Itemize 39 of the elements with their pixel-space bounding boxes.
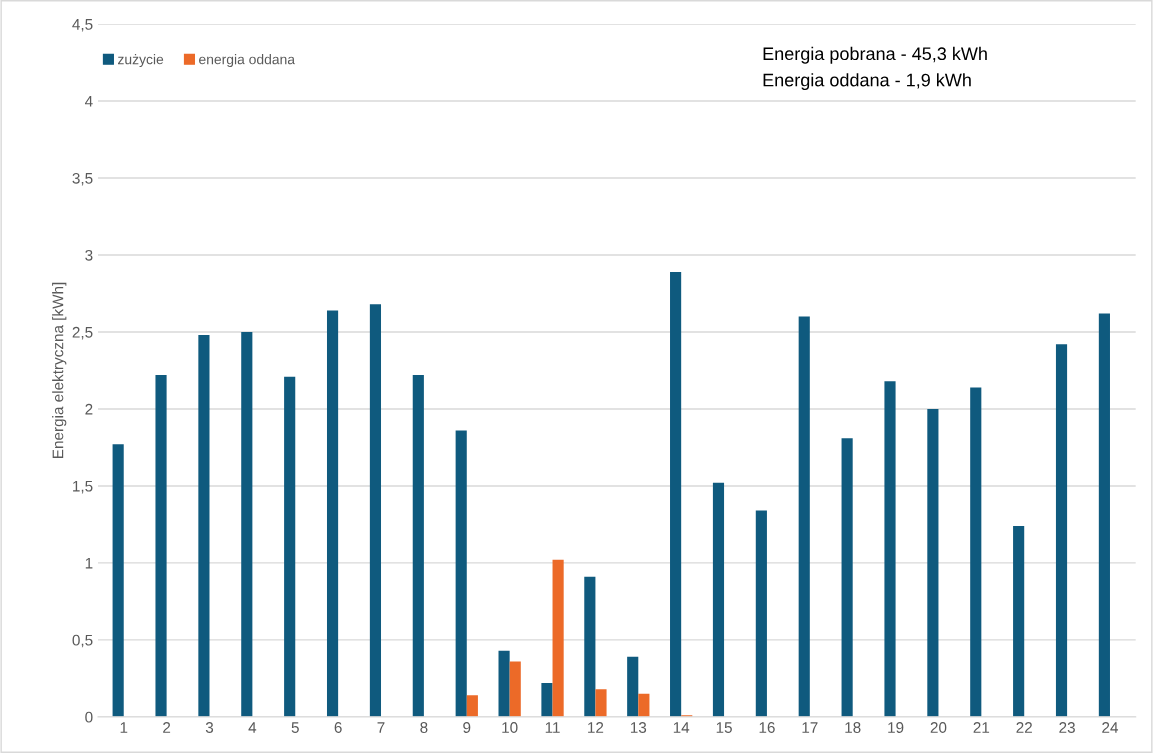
y-tick-label: 3,5 <box>72 172 93 186</box>
legend-label: energia oddana <box>199 54 296 68</box>
x-tick-label: 19 <box>888 722 904 733</box>
x-tick-label: 13 <box>630 722 647 733</box>
annotation: Energia oddana - 1,9 kWh <box>763 73 971 91</box>
annotation: Energia pobrana - 45,3 kWh <box>763 46 987 64</box>
x-tick-label: 15 <box>716 722 732 733</box>
x-tick-label: 10 <box>502 722 518 733</box>
x-tick-label: 11 <box>545 722 560 733</box>
x-tick-label: 16 <box>759 722 775 733</box>
x-tick-label: 20 <box>930 722 947 733</box>
x-tick-label: 14 <box>673 722 690 733</box>
y-tick-label: 1,5 <box>73 480 93 494</box>
y-tick-label: 2 <box>85 403 93 415</box>
legend-label: zużycie <box>118 54 164 68</box>
x-tick-label: 4 <box>248 722 257 733</box>
x-tick-label: 6 <box>334 722 342 733</box>
y-tick-label: 3 <box>85 249 93 261</box>
x-tick-label: 3 <box>205 722 214 733</box>
y-tick-label: 4,5 <box>72 19 93 32</box>
x-tick-label: 9 <box>463 722 471 733</box>
x-tick-label: 2 <box>163 722 171 733</box>
x-tick-label: 18 <box>845 722 861 733</box>
y-tick-label: 0 <box>85 711 93 723</box>
x-tick-label: 12 <box>588 722 604 733</box>
y-tick-label: 2,5 <box>72 326 93 340</box>
x-tick-label: 24 <box>1102 722 1119 733</box>
y-tick-label: 0,5 <box>72 634 93 648</box>
y-axis-title: Energia elektryczna [kWh] <box>52 282 67 458</box>
x-tick-label: 17 <box>802 722 818 733</box>
x-tick-label: 22 <box>1016 722 1032 733</box>
x-tick-label: 21 <box>973 722 990 733</box>
x-tick-label: 23 <box>1059 722 1075 733</box>
y-tick-label: 1 <box>85 557 93 569</box>
x-tick-label: 8 <box>420 722 428 733</box>
x-tick-label: 5 <box>291 722 299 733</box>
y-tick-label: 4 <box>85 96 93 107</box>
x-tick-label: 1 <box>120 722 128 733</box>
x-tick-label: 7 <box>377 722 385 733</box>
